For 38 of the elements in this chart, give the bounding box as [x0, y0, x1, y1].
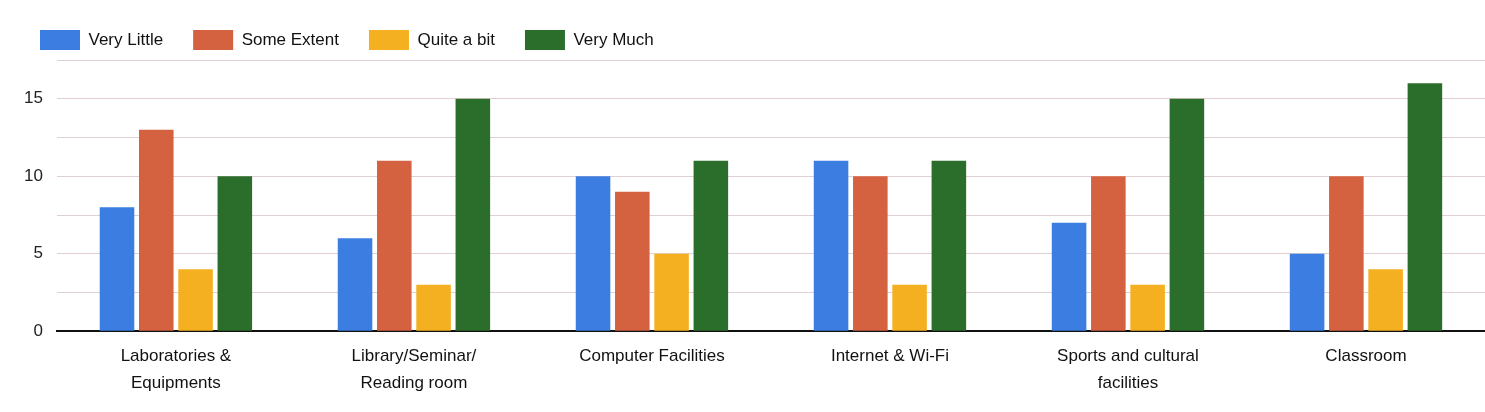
x-tick-label: Laboratories & Equipments: [120, 346, 232, 392]
bar: [99, 207, 135, 331]
bar: [892, 284, 927, 331]
x-tick-label: Computer Facilities: [579, 346, 725, 366]
bar: [1329, 176, 1364, 331]
bar: [693, 160, 729, 331]
bar: [1368, 269, 1403, 331]
legend-label: Very Much: [573, 29, 654, 49]
bar: [455, 98, 491, 331]
legend-label: Very Little: [88, 29, 164, 49]
bar: [1289, 253, 1325, 331]
bar: [853, 176, 888, 331]
bar: [1130, 284, 1165, 331]
x-tick-label: Library/Seminar/Reading room: [351, 346, 477, 392]
bar: [1169, 98, 1205, 331]
bar: [1051, 222, 1087, 331]
bar: [931, 160, 967, 331]
legend-label: Quite a bit: [417, 29, 496, 49]
bar: [575, 176, 611, 331]
bar: [139, 129, 174, 331]
bar: [217, 176, 253, 331]
x-tick-label: Sports and cultural facilities: [1057, 346, 1199, 392]
y-tick-label: 0: [33, 320, 43, 340]
bar: [615, 191, 650, 331]
y-tick-label: 5: [33, 243, 43, 263]
bar: [416, 284, 451, 331]
legend-label: Some Extent: [241, 29, 340, 49]
bar: [813, 160, 849, 331]
bar: [178, 269, 213, 331]
bar: [654, 253, 689, 331]
bar: [1091, 176, 1126, 331]
bar: [337, 238, 373, 331]
bar: [1407, 83, 1443, 331]
y-tick-label: 15: [23, 88, 43, 108]
y-tick-label: 10: [23, 165, 43, 185]
x-tick-label: Classroom: [1325, 346, 1407, 366]
bar: [377, 160, 412, 331]
x-tick-label: Internet & Wi-Fi: [830, 346, 950, 366]
